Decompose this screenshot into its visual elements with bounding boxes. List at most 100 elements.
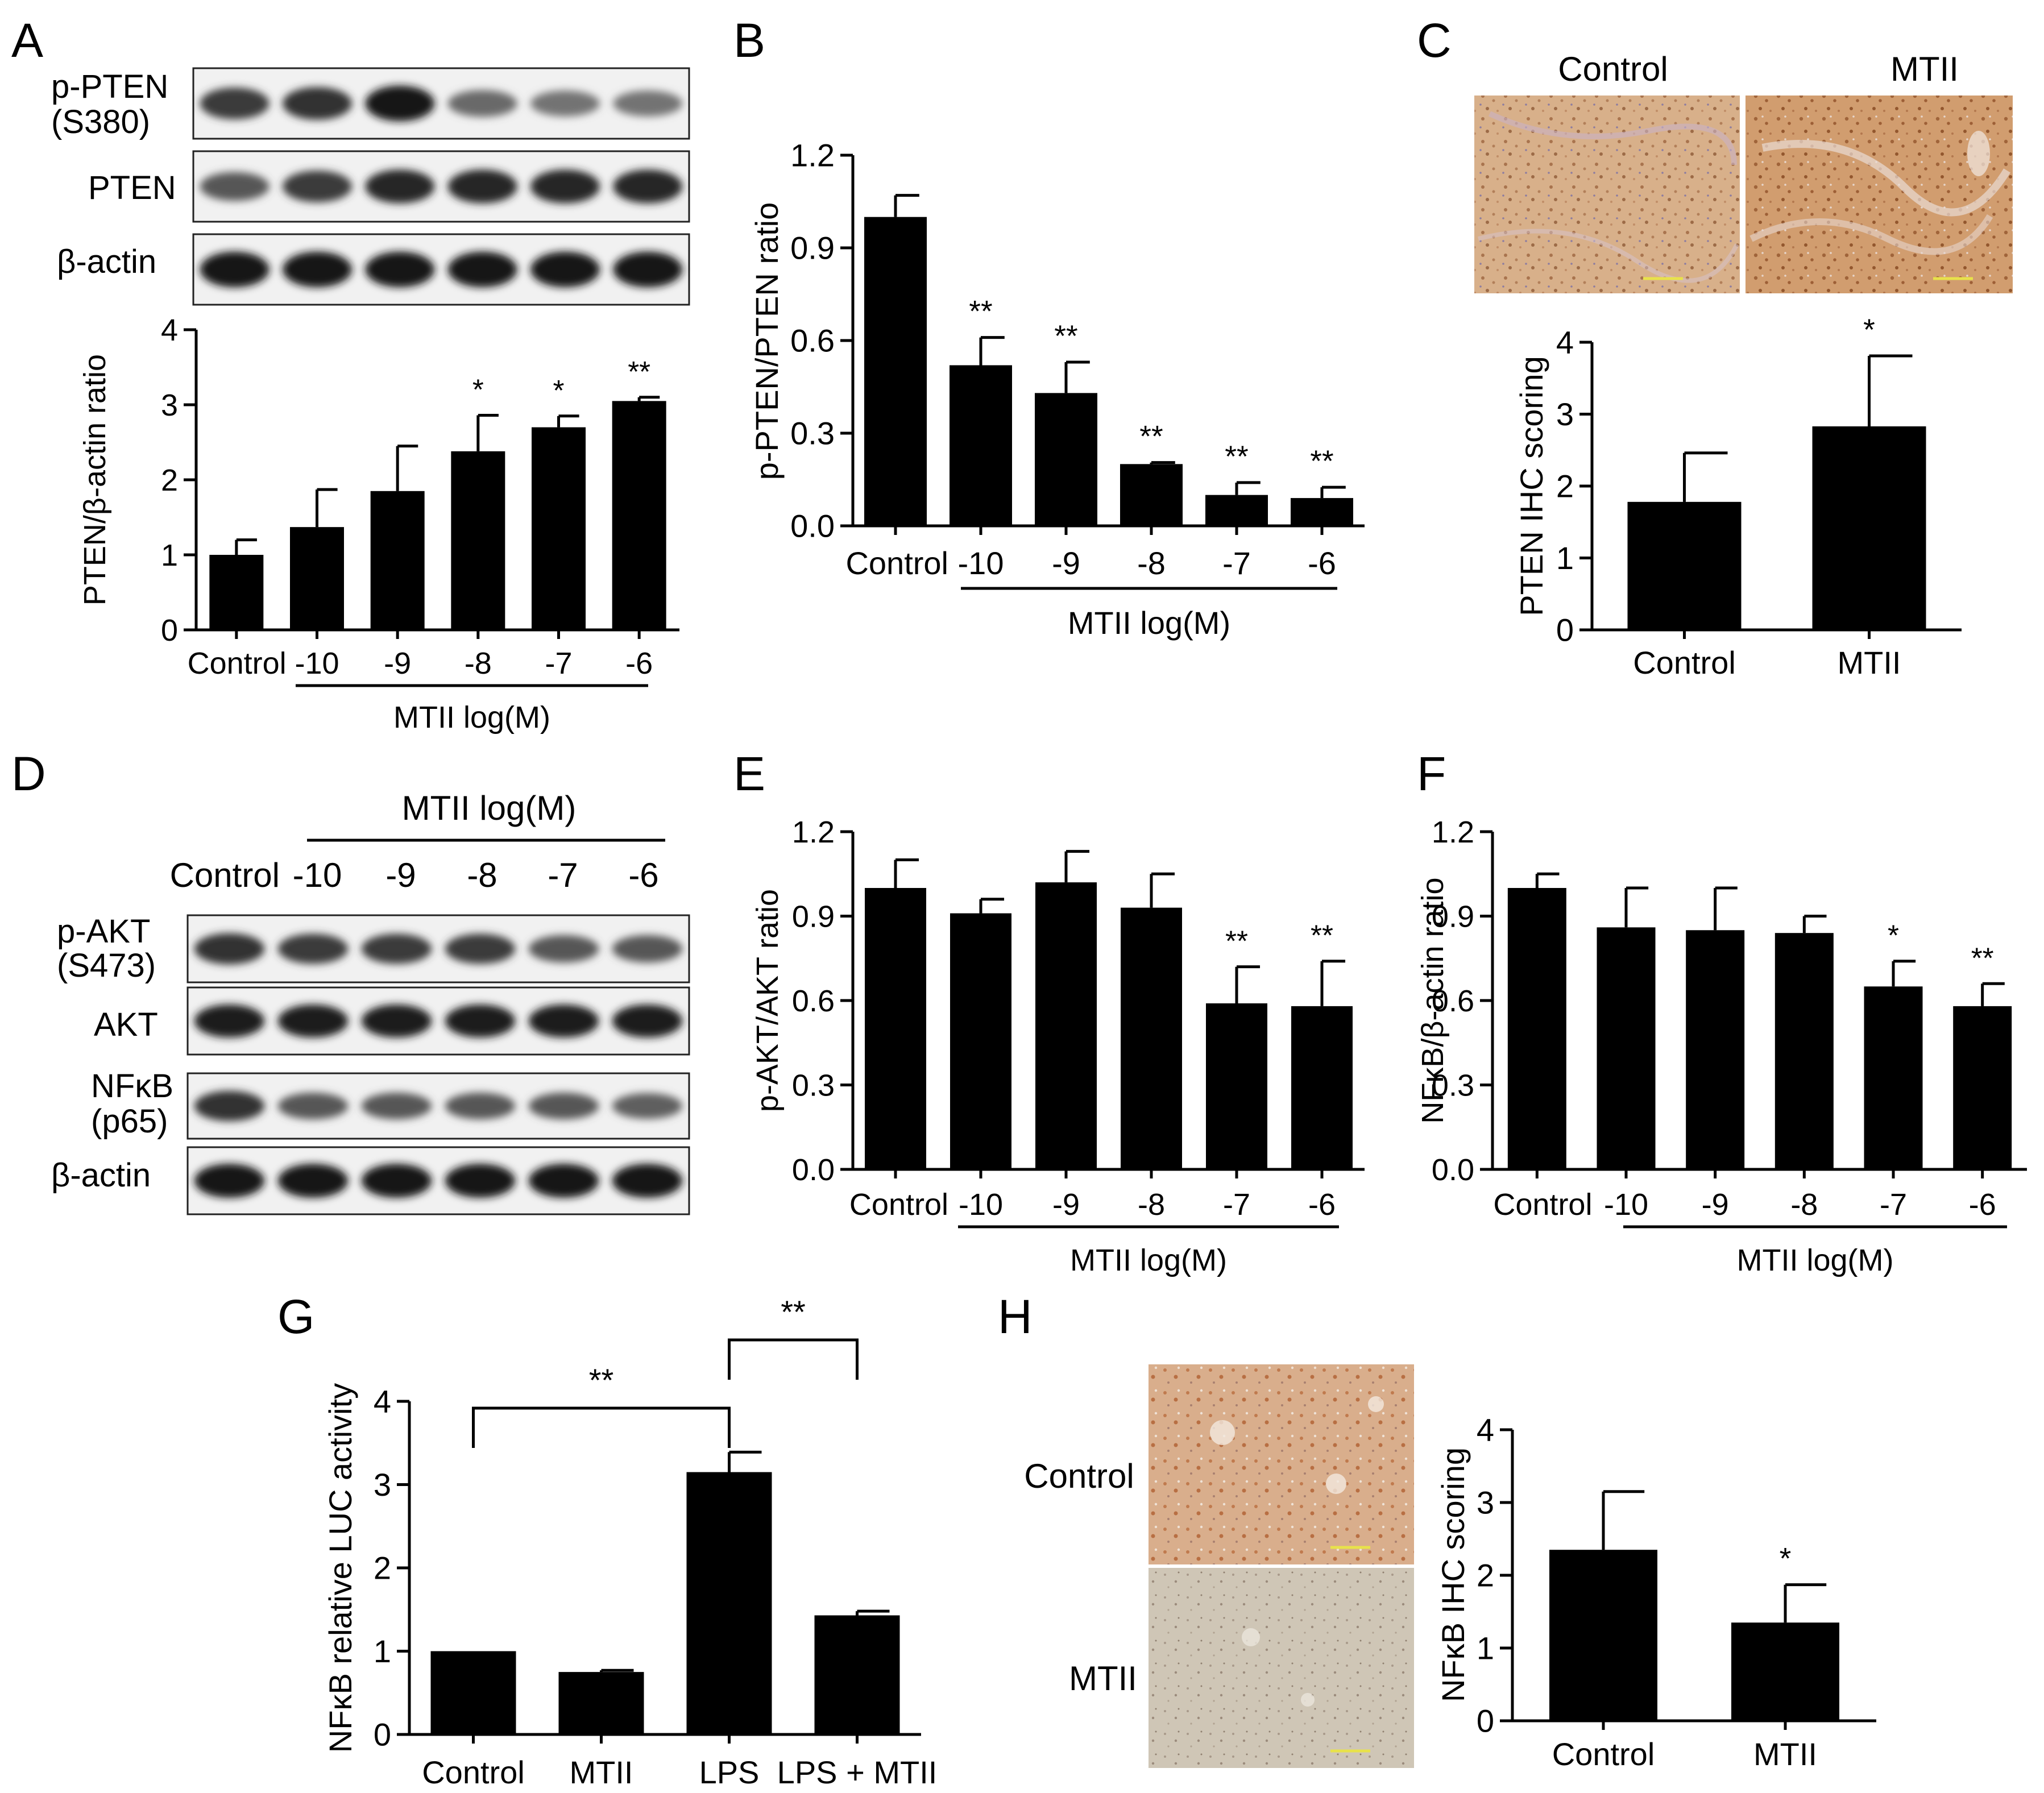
blot-band: [361, 1004, 432, 1038]
category-label: -8: [1138, 1188, 1165, 1222]
y-tick-label: 0.3: [1432, 1068, 1474, 1102]
bar: [1291, 1006, 1353, 1169]
ihc-image-control: [1474, 96, 1740, 293]
bar: [1120, 464, 1183, 526]
y-tick-label: 2: [374, 1550, 391, 1586]
blot-label: NFκB: [91, 1068, 173, 1105]
blot-band: [361, 1093, 432, 1119]
category-label: -7: [1222, 545, 1251, 581]
blot-band: [612, 935, 683, 963]
bar: [950, 913, 1011, 1169]
blot-band: [277, 1004, 349, 1038]
y-axis-label: p-PTEN/PTEN ratio: [749, 202, 785, 480]
ihc-image-control: [1149, 1364, 1414, 1564]
blot-label: PTEN: [88, 169, 176, 206]
significance-mark: **: [589, 1362, 614, 1398]
blot-labels: p-PTEN (S380) PTEN β-actin: [51, 68, 176, 280]
image-label: Control: [1558, 50, 1668, 88]
blot-strip: [186, 986, 690, 1056]
blot-band: [530, 169, 600, 204]
image-label: MTII: [1890, 50, 1959, 88]
y-tick-label: 4: [1477, 1412, 1494, 1448]
category-label: MTII: [1753, 1736, 1817, 1772]
panel-letter: C: [1417, 14, 1452, 67]
blot-strip: [192, 150, 690, 223]
category-label: -8: [1137, 545, 1166, 581]
y-tick-label: 1: [161, 538, 178, 572]
significance-bracket: [728, 1338, 859, 1380]
significance-mark: *: [1780, 1542, 1792, 1576]
panel-letter: E: [733, 747, 765, 800]
group-label: MTII log(M): [402, 789, 577, 827]
significance-mark: **: [781, 1294, 806, 1330]
blot-label: p-PTEN: [51, 68, 168, 105]
category-label: MTII: [570, 1754, 633, 1790]
bar: [1549, 1550, 1657, 1721]
blot-band: [528, 935, 599, 963]
blot-label: β-actin: [57, 243, 156, 280]
y-tick-label: 1: [374, 1633, 391, 1669]
panel-d: D MTII log(M) Control -10 -9 -8 -7 -6 p-…: [11, 747, 690, 1215]
blot-strip: [186, 1146, 690, 1215]
blot-band: [277, 933, 349, 964]
y-tick-label: 0.3: [792, 1068, 835, 1102]
y-axis-label: NFκB IHC scoring: [1435, 1447, 1471, 1702]
blot-band: [200, 88, 270, 119]
bar: [865, 888, 926, 1169]
y-axis-label: p-AKT/AKT ratio: [751, 889, 785, 1112]
y-tick-label: 1.2: [790, 138, 835, 173]
category-label: -6: [1308, 545, 1336, 581]
bar: [1206, 1003, 1267, 1169]
category-label: MTII: [1838, 645, 1901, 680]
blot-band: [613, 169, 683, 204]
category-label: Control: [1552, 1736, 1655, 1772]
bar: [209, 555, 264, 630]
y-tick-label: 0.0: [790, 508, 835, 544]
y-tick-label: 0: [161, 613, 178, 648]
blot-band: [528, 1004, 599, 1038]
y-tick-label: 3: [1556, 396, 1574, 432]
blot-band: [361, 1164, 432, 1198]
significance-mark: *: [553, 374, 565, 406]
blot-label: (S380): [51, 103, 150, 140]
bar-chart: 0.0 0.3 0.6 0.9 1.2 p-AKT/AKT ratio ** ** Contro…: [751, 815, 1365, 1277]
blot-band: [365, 85, 435, 122]
bar: [370, 491, 425, 630]
category-label: -10: [959, 1188, 1003, 1222]
bar: [1205, 495, 1268, 526]
panel-g: G 0 1 2 3 4 NFκB relative LUC activity Control…: [277, 1290, 937, 1790]
blot-band: [447, 251, 517, 288]
category-label: -7: [1223, 1188, 1250, 1222]
blot-band: [613, 251, 683, 288]
bar: [1953, 1006, 2012, 1169]
blot-band: [447, 90, 517, 117]
blot-band: [200, 172, 270, 201]
blot-band: [361, 933, 432, 964]
y-tick-label: 3: [161, 388, 178, 422]
bar: [1597, 927, 1656, 1169]
category-label: -10: [1604, 1188, 1648, 1222]
category-label: Control: [845, 545, 948, 581]
image-label: Control: [1024, 1457, 1134, 1495]
blot-band: [365, 169, 435, 204]
blot-band: [613, 90, 683, 117]
bar: [864, 217, 927, 526]
blot-band: [530, 251, 600, 288]
blot-band: [194, 1090, 265, 1122]
blot-band: [612, 1004, 683, 1038]
significance-mark: *: [472, 373, 484, 405]
bar: [1507, 888, 1566, 1169]
y-tick-label: 2: [161, 463, 178, 497]
significance-mark: **: [628, 355, 650, 388]
y-tick-label: 2: [1556, 468, 1574, 504]
bar: [814, 1615, 900, 1734]
blot-band: [277, 1093, 349, 1119]
y-tick-label: 0.6: [790, 323, 835, 359]
significance-mark: **: [1971, 941, 1994, 974]
category-label: LPS: [699, 1754, 760, 1790]
group-label: MTII log(M): [393, 700, 550, 734]
